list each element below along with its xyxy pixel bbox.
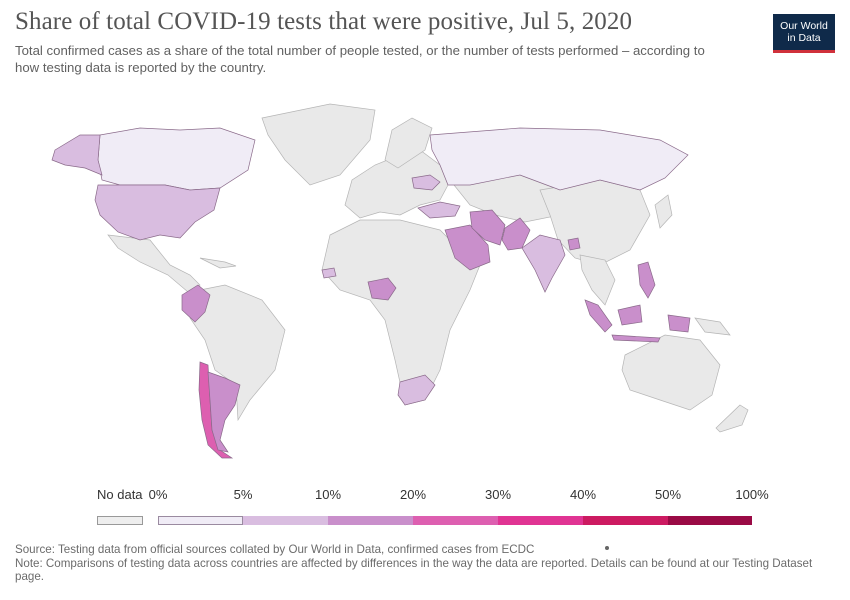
map-region-scandinavia[interactable] — [384, 117, 433, 169]
map-region-canada[interactable] — [97, 127, 256, 191]
map-region-southeast-asia[interactable] — [579, 254, 616, 306]
map-region-colombia[interactable] — [181, 284, 211, 323]
owid-logo[interactable]: Our World in Data — [773, 14, 835, 53]
comparison-note[interactable]: Note: Comparisons of testing data across… — [15, 556, 813, 584]
source-note[interactable]: Source: Testing data from official sourc… — [15, 543, 535, 556]
map-region-mexico[interactable] — [107, 234, 201, 293]
legend-bin-20-30[interactable] — [413, 516, 498, 525]
map-region-png[interactable] — [694, 317, 731, 336]
legend-bin-0-5[interactable] — [158, 516, 243, 525]
legend-tick-30: 30% — [484, 487, 512, 502]
map-region-united-states[interactable] — [94, 184, 221, 241]
world-map[interactable] — [0, 90, 850, 470]
logo-line-1: Our World — [780, 20, 828, 32]
map-region-caribbean[interactable] — [199, 257, 237, 269]
map-region-indonesia[interactable] — [584, 299, 691, 343]
legend-no-data-swatch — [97, 516, 143, 525]
map-region-nigeria[interactable] — [367, 277, 397, 301]
map-region-africa[interactable] — [321, 219, 481, 406]
logo-line-2: in Data — [787, 32, 821, 44]
legend-no-data-label: No data — [97, 487, 143, 502]
legend-tick-0: 0% — [148, 487, 168, 502]
legend-tick-20: 20% — [399, 487, 427, 502]
legend-tick-50: 50% — [654, 487, 682, 502]
chart-subtitle: Total confirmed cases as a share of the … — [15, 43, 705, 75]
legend-bin-50-100[interactable] — [668, 516, 752, 525]
map-region-senegal[interactable] — [321, 267, 337, 279]
legend-tick-5: 5% — [233, 487, 253, 502]
legend-bin-30-40[interactable] — [498, 516, 583, 525]
map-region-iran[interactable] — [469, 209, 506, 246]
chart-title: Share of total COVID-19 tests that were … — [15, 8, 633, 35]
map-region-turkey[interactable] — [417, 201, 461, 219]
map-region-russia[interactable] — [429, 127, 689, 191]
separator-dot — [605, 546, 609, 550]
map-region-japan[interactable] — [654, 194, 673, 229]
map-region-bangladesh[interactable] — [567, 237, 581, 251]
map-region-saudi-arabia[interactable] — [444, 224, 491, 271]
map-region-new-zealand[interactable] — [715, 404, 749, 433]
map-region-south-africa[interactable] — [397, 374, 436, 406]
legend-tick-10: 10% — [314, 487, 342, 502]
map-region-alaska[interactable] — [51, 134, 103, 176]
footer-notes: Source: Testing data from official sourc… — [15, 543, 835, 584]
map-region-argentina[interactable] — [207, 371, 241, 453]
legend-bin-40-50[interactable] — [583, 516, 668, 525]
legend-tick-40: 40% — [569, 487, 597, 502]
map-region-greenland[interactable] — [261, 103, 376, 186]
map-region-philippines[interactable] — [637, 261, 656, 299]
map-region-australia[interactable] — [621, 334, 721, 411]
map-region-ukraine[interactable] — [411, 174, 441, 191]
map-region-south-america[interactable] — [189, 284, 286, 422]
legend: No data 0% 5% 10% 20% 30% 40% 50% 100% — [0, 480, 850, 530]
legend-bin-5-10[interactable] — [243, 516, 328, 525]
map-region-india[interactable] — [521, 234, 566, 293]
legend-tick-100: 100% — [735, 487, 769, 502]
legend-bin-10-20[interactable] — [328, 516, 413, 525]
